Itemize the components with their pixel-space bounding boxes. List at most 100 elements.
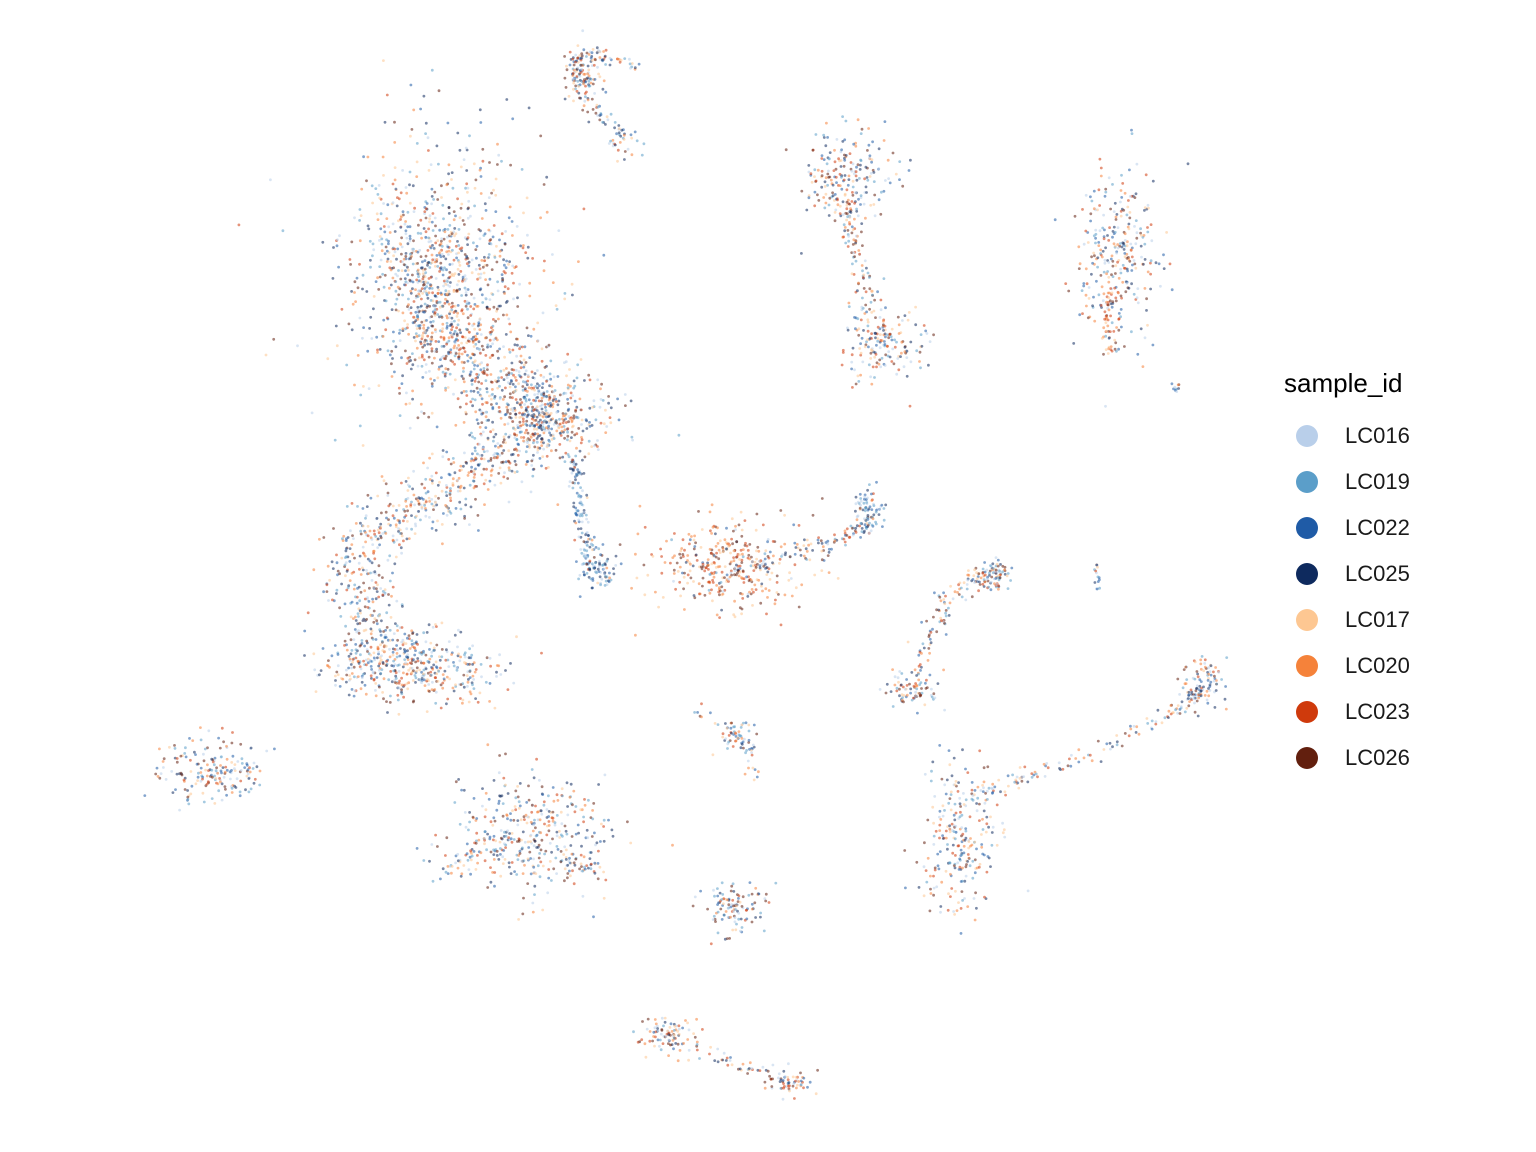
point-3995 (1126, 205, 1130, 209)
point-1670 (548, 440, 551, 443)
point-148 (551, 253, 554, 256)
point-2277 (357, 629, 360, 632)
point-1611 (508, 412, 512, 415)
point-2238 (401, 605, 404, 608)
point-4231 (765, 573, 769, 576)
point-4729 (936, 682, 940, 685)
point-3354 (850, 169, 854, 173)
point-2644 (431, 625, 435, 629)
point-999 (545, 390, 549, 393)
point-1607 (578, 397, 582, 401)
point-3941 (1103, 261, 1107, 265)
point-4053 (1107, 296, 1111, 300)
point-4296 (681, 571, 684, 575)
point-1733 (477, 442, 481, 446)
point-720 (428, 304, 432, 308)
point-222 (389, 283, 393, 287)
point-1743 (424, 371, 428, 374)
point-3773 (1146, 226, 1149, 229)
point-3585 (919, 366, 922, 370)
point-1921 (400, 534, 404, 538)
point-2396 (385, 516, 388, 520)
point-3465 (867, 143, 871, 147)
point-1454 (544, 405, 547, 409)
point-4376 (701, 576, 705, 580)
point-2965 (579, 500, 583, 504)
point-484 (454, 352, 458, 355)
point-3344 (843, 192, 847, 196)
point-2149 (404, 514, 408, 517)
point-3001 (578, 595, 582, 598)
point-2306 (381, 691, 384, 694)
point-1276 (425, 328, 429, 332)
point-784 (484, 296, 488, 300)
point-4603 (905, 684, 909, 687)
point-3962 (1107, 239, 1111, 242)
point-202 (447, 253, 450, 256)
point-3548 (865, 266, 868, 270)
point-3894 (1099, 274, 1103, 277)
point-4398 (748, 590, 751, 594)
point-3302 (851, 179, 855, 183)
point-1161 (511, 409, 515, 413)
point-3200 (587, 68, 591, 72)
point-4067 (1110, 349, 1114, 353)
point-664 (504, 266, 508, 270)
point-4694 (965, 587, 969, 591)
point-3475 (835, 138, 839, 141)
point-31 (424, 121, 428, 125)
point-1172 (523, 345, 527, 349)
point-3720 (932, 333, 935, 337)
point-1244 (384, 299, 388, 303)
point-3242 (572, 99, 575, 103)
point-4585 (869, 529, 873, 533)
point-3146 (619, 134, 623, 138)
point-3711 (886, 333, 889, 337)
point-3138 (607, 142, 611, 145)
point-2553 (445, 675, 449, 679)
point-1049 (447, 336, 451, 340)
point-2707 (457, 652, 460, 656)
point-3827 (1094, 241, 1097, 245)
point-2629 (362, 629, 366, 633)
point-1096 (393, 247, 397, 251)
point-729 (417, 223, 420, 227)
point-1098 (519, 398, 522, 401)
point-2302 (539, 426, 543, 430)
point-1644 (575, 432, 579, 436)
point-1187 (556, 375, 560, 378)
point-2694 (394, 671, 398, 675)
point-3846 (1097, 293, 1101, 297)
point-381 (470, 383, 474, 386)
point-4946 (182, 778, 186, 782)
point-140 (264, 353, 268, 357)
point-4387 (683, 548, 686, 552)
point-4741 (893, 683, 897, 687)
point-3148 (606, 118, 610, 122)
point-2826 (369, 653, 373, 657)
point-2110 (495, 452, 499, 455)
point-716 (465, 300, 469, 304)
point-412 (425, 202, 429, 205)
point-970 (386, 257, 390, 261)
point-3331 (841, 115, 844, 118)
point-3543 (855, 207, 858, 211)
point-1938 (371, 600, 375, 604)
point-123 (457, 228, 461, 231)
point-4638 (929, 641, 933, 645)
point-2441 (495, 456, 499, 460)
point-3228 (572, 68, 576, 72)
point-1229 (512, 368, 516, 372)
point-2606 (425, 710, 429, 713)
point-2287 (451, 482, 455, 485)
point-2554 (461, 698, 465, 702)
point-1812 (532, 439, 536, 442)
point-2603 (380, 640, 384, 643)
point-362 (429, 342, 432, 346)
point-2128 (469, 459, 473, 463)
point-402 (336, 238, 339, 242)
point-1840 (379, 633, 383, 637)
point-954 (399, 215, 403, 219)
point-4514 (788, 555, 792, 559)
point-4259 (767, 589, 771, 592)
